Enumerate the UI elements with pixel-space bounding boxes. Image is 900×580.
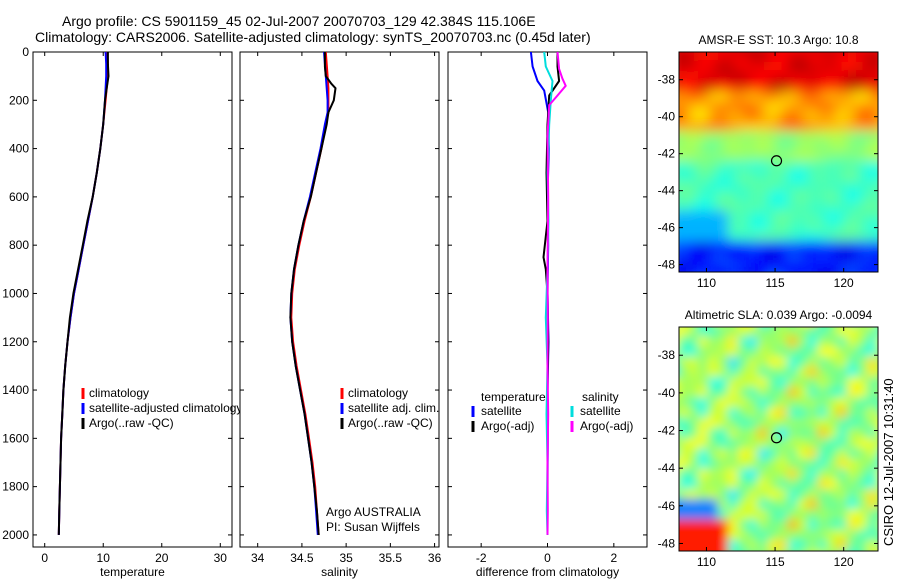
x-tick-label: -2 [476, 551, 487, 565]
sst-map-field [679, 52, 878, 272]
x-tick-label: 35 [339, 551, 353, 565]
x-tick-label: 20 [155, 551, 169, 565]
y-tick-label: 200 [9, 93, 29, 107]
map-x-tick-label: 115 [765, 555, 784, 569]
difference-xlabel: difference from climatology [476, 565, 619, 579]
x-tick-label: 34 [251, 551, 265, 565]
map-y-tick-label: -46 [658, 221, 676, 235]
legend-label: Argo(..raw -QC) [89, 416, 174, 430]
legend-label: satellite [481, 404, 522, 418]
sst-map-title: AMSR-E SST: 10.3 Argo: 10.8 [698, 33, 858, 47]
legend-label: satellite-adjusted climatology [89, 401, 242, 415]
sst-map-panel: AMSR-E SST: 10.3 Argo: 10.8 110 115 120 -38 -… [658, 33, 879, 290]
figure-title-line2: Climatology: CARS2006. Satellite-adjuste… [35, 29, 591, 45]
y-tick-label: 800 [9, 238, 29, 252]
legend-header-temperature: temperature [481, 390, 546, 404]
temperature-panel: 0 10 20 30 0 200 400 600 800 1000 1200 1400 1600 1800… [2, 45, 242, 579]
x-tick-label: 10 [97, 551, 111, 565]
legend-label: climatology [348, 386, 408, 400]
annotation-text: Argo AUSTRALIA [326, 505, 421, 519]
y-tick-label: 1200 [2, 335, 29, 349]
map-y-tick-label: -38 [658, 73, 676, 87]
y-tick-label: 1800 [2, 480, 29, 494]
series-line-argo-raw-qc- [57, 52, 110, 535]
annotation-text: PI: Susan Wijffels [326, 520, 420, 534]
map-y-tick-label: -44 [658, 461, 676, 475]
map-y-tick-label: -48 [658, 536, 676, 550]
temperature-xlabel: temperature [100, 565, 165, 579]
series-line-salinity-argo-adj- [546, 52, 567, 535]
y-tick-label: 0 [22, 45, 29, 59]
map-x-tick-label: 115 [765, 276, 784, 290]
map-x-tick-label: 120 [834, 276, 854, 290]
sla-map-axes-box [678, 326, 879, 552]
difference-series-group [529, 52, 567, 535]
x-tick-label: 0 [41, 551, 48, 565]
salinity-series-group [289, 52, 337, 535]
map-x-tick-label: 110 [697, 276, 716, 290]
y-tick-label: 600 [9, 190, 29, 204]
sla-map-field [679, 327, 878, 551]
legend-label: Argo(-adj) [481, 419, 534, 433]
x-tick-label: 34.5 [290, 551, 314, 565]
float-position-marker [770, 155, 783, 167]
temperature-axes-box [32, 51, 233, 548]
sla-map-title: Altimetric SLA: 0.039 Argo: -0.0094 [685, 308, 873, 322]
map-x-tick-label: 120 [834, 555, 854, 569]
map-x-tick-label: 110 [697, 555, 716, 569]
salinity-axes-box [239, 51, 440, 548]
map-y-tick-label: -42 [658, 147, 676, 161]
map-y-tick-label: -42 [658, 424, 676, 438]
legend-label: satellite [580, 404, 621, 418]
legend-label: Argo(-adj) [580, 419, 633, 433]
x-tick-label: 2 [610, 551, 617, 565]
y-tick-label: 1000 [2, 286, 29, 300]
map-y-tick-label: -44 [658, 184, 676, 198]
float-position-marker [770, 432, 783, 444]
credit-text: CSIRO 12-Jul-2007 10:31:40 [881, 378, 896, 546]
map-y-tick-label: -48 [658, 258, 676, 272]
legend-label: satellite adj. clim. [348, 401, 439, 415]
map-y-tick-label: -40 [658, 386, 676, 400]
sst-map-axes-box [678, 51, 879, 273]
salinity-panel: 34 34.5 35 35.5 36 salinity climatologysatelli… [239, 51, 442, 579]
salinity-xlabel: salinity [321, 565, 358, 579]
x-tick-label: 35.5 [379, 551, 403, 565]
x-tick-label: 30 [214, 551, 228, 565]
difference-legend: temperature salinitysatelliteArgo(-adj)sa… [471, 390, 633, 433]
x-tick-label: 0 [544, 551, 551, 565]
map-y-tick-label: -38 [658, 348, 676, 362]
y-tick-label: 1400 [2, 383, 29, 397]
series-line-argo-raw-qc- [289, 52, 337, 535]
legend-label: climatology [89, 386, 149, 400]
figure-title-line1: Argo profile: CS 5901159_45 02-Jul-2007 … [62, 13, 536, 29]
x-tick-label: 36 [428, 551, 442, 565]
temperature-series-group [57, 52, 110, 535]
legend-header-salinity: salinity [582, 390, 619, 404]
map-y-tick-label: -46 [658, 499, 676, 513]
map-y-tick-label: -40 [658, 110, 676, 124]
sla-map-panel: Altimetric SLA: 0.039 Argo: -0.0094 110 11… [658, 308, 879, 569]
legend-label: Argo(..raw -QC) [348, 416, 433, 430]
y-tick-label: 2000 [2, 528, 29, 542]
y-tick-label: 400 [9, 142, 29, 156]
y-tick-label: 1600 [2, 431, 29, 445]
